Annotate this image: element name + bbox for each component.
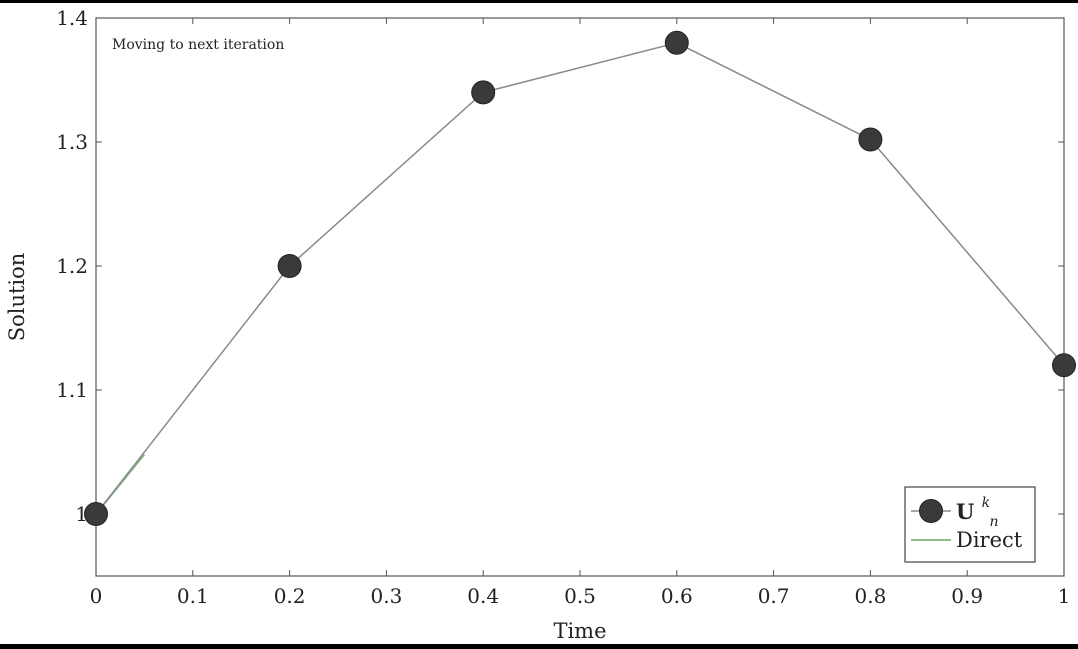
legend-entry-series-0-sub: n [989,514,998,530]
legend-marker-series-0 [919,499,943,523]
y-tick-label: 1.4 [56,6,88,30]
data-point-u [471,80,496,105]
legend-entry-series-0-sup: k [982,495,990,511]
data-point-u [277,254,302,278]
legend: U k n Direct [904,486,1036,563]
x-tick-label: 0.7 [758,584,790,608]
legend-box [904,486,1036,563]
x-tick-label: 0.9 [951,584,983,608]
legend-entry-series-1: Direct [956,528,1023,552]
legend-entry-series-0: U k n [956,487,998,530]
y-tick-label: 1.3 [56,130,88,154]
x-tick-label: 0.2 [274,584,306,608]
x-tick-label: 0.1 [177,584,209,608]
x-tick-label: 0.3 [370,584,402,608]
y-axis-label: Solution [5,253,29,342]
y-tick-label: 1 [75,502,88,526]
x-tick-label: 0.6 [661,584,693,608]
chart-svg: 0 0.1 0.2 0.3 0.4 0.5 0.6 0.7 0.8 0.9 1 1 1.1 1.2 1.3 1… [5,6,1076,643]
x-axis-label: Time [553,619,606,643]
chart-ticks: 0 0.1 0.2 0.3 0.4 0.5 0.6 0.7 0.8 0.9 1 1 1.1 1.2 1.3 1… [56,6,1070,608]
legend-entry-series-0-name: U [956,499,974,524]
plot-area [95,17,1065,577]
data-point-u [84,502,108,526]
annotation-text: Moving to next iteration [112,37,284,53]
x-tick-label: 0.5 [564,584,596,608]
series-layer [84,30,1076,526]
series-line-u [95,42,1065,515]
data-point-u [1052,353,1076,378]
data-point-u [664,30,689,55]
x-tick-label: 0.8 [854,584,886,608]
data-point-u [858,127,883,152]
y-tick-label: 1.1 [56,378,88,402]
chart-frame: 0 0.1 0.2 0.3 0.4 0.5 0.6 0.7 0.8 0.9 1 1 1.1 1.2 1.3 1… [0,3,1078,644]
x-tick-label: 0 [90,584,103,608]
y-tick-label: 1.2 [56,254,88,278]
x-tick-label: 0.4 [467,584,499,608]
x-tick-label: 1 [1058,584,1071,608]
